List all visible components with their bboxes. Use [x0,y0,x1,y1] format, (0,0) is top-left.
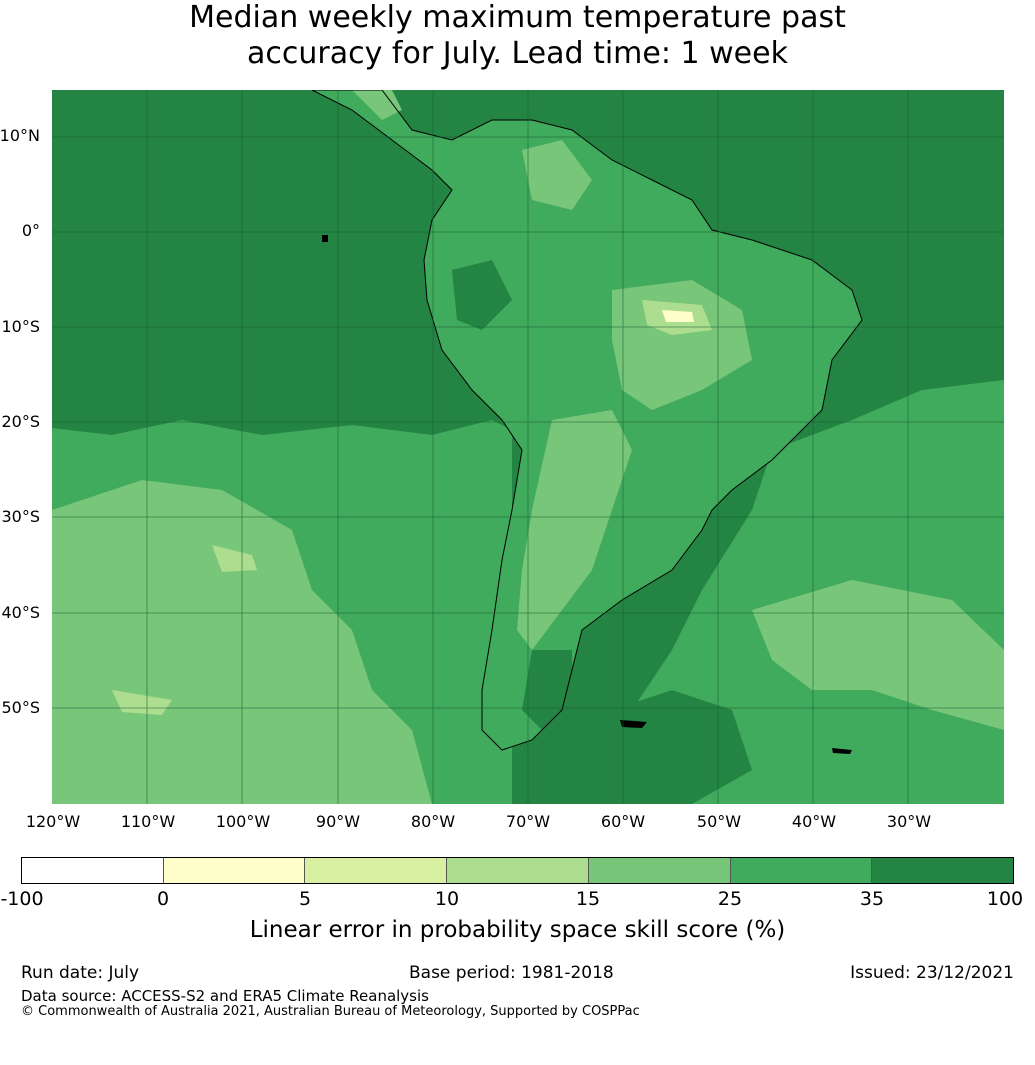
colorbar-bin-7 [872,858,1014,883]
title-line-2: accuracy for July. Lead time: 1 week [247,36,788,71]
brazil-lowest-spot [662,310,694,322]
skill-map [52,90,1004,804]
galapagos-islands [322,235,328,242]
lon-label-120w: 120°W [25,812,81,831]
lon-label-30w: 30°W [886,812,932,831]
colorbar-tick-25: 25 [717,888,743,910]
south-america-coastline [311,90,863,751]
colorbar-tick-minus100: -100 [0,888,44,910]
lon-label-60w: 60°W [600,812,646,831]
colorbar-tick-0: 0 [156,888,170,910]
colorbar-bin-1 [22,858,164,883]
lon-label-70w: 70°W [505,812,551,831]
colorbar [21,857,1014,884]
lat-label-10s: 10°S [1,317,40,336]
run-date: Run date: July [21,963,140,983]
south-atlantic-high-patch [612,690,752,804]
lon-label-80w: 80°W [410,812,456,831]
lat-label-10n: 10°N [0,126,40,145]
lon-label-50w: 50°W [696,812,742,831]
map-svg [52,90,1004,804]
colorbar-tick-100: 100 [986,888,1024,910]
lat-label-20s: 20°S [1,412,40,431]
northern-low-region [522,140,592,210]
colorbar-tick-10: 10 [434,888,460,910]
pacific-lower-patch-2 [112,690,172,715]
south-georgia-island [832,748,852,754]
colorbar-tick-5: 5 [298,888,312,910]
lon-label-110w: 110°W [120,812,176,831]
colorbar-label: Linear error in probability space skill … [249,917,786,943]
chart-title: Median weekly maximum temperature past a… [0,0,1035,72]
central-america-low-patch [352,90,402,120]
base-period: Base period: 1981-2018 [409,963,614,983]
data-source: Data source: ACCESS-S2 and ERA5 Climate … [21,987,429,1005]
south-atlantic-low-region [752,580,1004,730]
graticule [52,90,1004,804]
lon-label-40w: 40°W [791,812,837,831]
issued-date: Issued: 23/12/2021 [850,963,1014,983]
falklands-islands [620,720,647,728]
amazon-high-patch [452,260,512,330]
lon-label-90w: 90°W [315,812,361,831]
colorbar-bin-2 [163,858,306,883]
copyright-notice: © Commonwealth of Australia 2021, Austra… [21,1004,640,1019]
lon-label-100w: 100°W [215,812,271,831]
lat-label-40s: 40°S [1,603,40,622]
colorbar-bin-5 [588,858,731,883]
patagonia-high-patch [522,650,572,730]
colorbar-tick-15: 15 [575,888,601,910]
lat-label-30s: 30°S [1,507,40,526]
colorbar-bin-4 [447,858,589,883]
pacific-lower-patch [212,545,257,572]
title-line-1: Median weekly maximum temperature past [189,0,846,35]
colorbar-bin-3 [305,858,448,883]
colorbar-bin-6 [730,858,873,883]
lat-label-0: 0° [21,221,40,240]
lat-label-50s: 50°S [1,698,40,717]
colorbar-tick-35: 35 [859,888,885,910]
andes-argentina-low-region [517,410,632,650]
